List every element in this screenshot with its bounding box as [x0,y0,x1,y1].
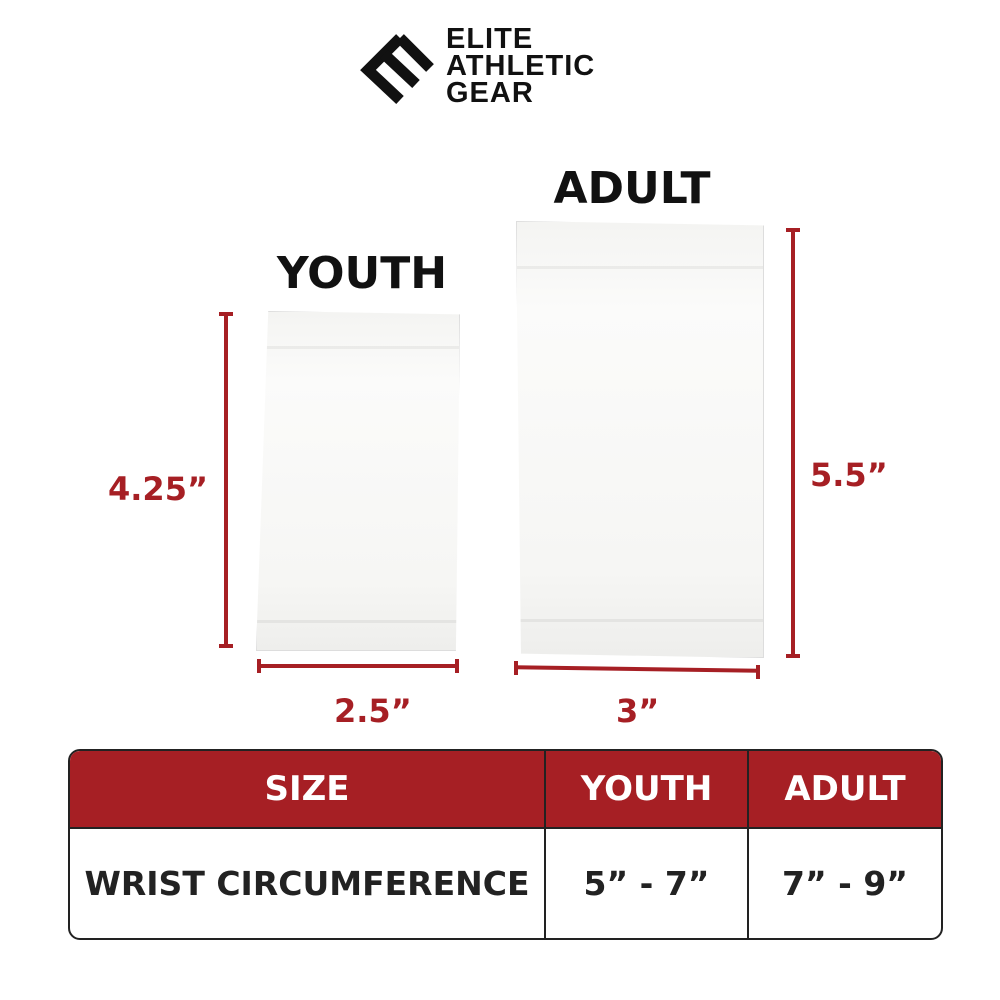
brand-line-1: ELITE [446,23,534,55]
row-label: WRIST CIRCUMFERENCE [70,829,546,938]
adult-width-value: 3” [616,692,660,730]
youth-width-line [258,664,458,668]
adult-height-value: 5.5” [810,456,888,494]
youth-width-cap-right [455,659,459,673]
youth-width-cap-left [257,659,261,673]
adult-sleeve-image [516,221,764,658]
logo-e-icon [360,34,434,104]
header-adult: ADULT [749,751,941,829]
adult-height-cap-bottom [786,654,800,658]
adult-range: 7” - 9” [782,864,908,903]
youth-height-value: 4.25” [108,470,208,508]
adult-width-line [514,665,760,673]
adult-height-line [791,230,795,657]
table-row: WRIST CIRCUMFERENCE 5” - 7” 7” - 9” [70,829,941,938]
youth-label: YOUTH [276,248,448,299]
adult-label: ADULT [553,163,711,214]
header-size: SIZE [70,751,546,829]
youth-width-value: 2.5” [334,692,412,730]
adult-width-cap-right [756,665,760,679]
youth-height-line [224,313,228,647]
adult-height-cap-top [786,228,800,232]
youth-sleeve-image [256,311,460,651]
youth-range: 5” - 7” [546,829,749,938]
table-header-row: SIZE YOUTH ADULT [70,751,941,829]
size-table: SIZE YOUTH ADULT WRIST CIRCUMFERENCE 5” … [68,749,943,940]
brand-line-2: ATHLETIC [446,50,596,82]
adult-width-cap-left [514,661,518,675]
youth-height-cap-bottom [219,644,233,648]
youth-height-cap-top [219,312,233,316]
header-youth: YOUTH [546,751,749,829]
brand-name: ELITE ATHLETIC GEAR [446,23,596,109]
brand-line-3: GEAR [446,77,534,109]
